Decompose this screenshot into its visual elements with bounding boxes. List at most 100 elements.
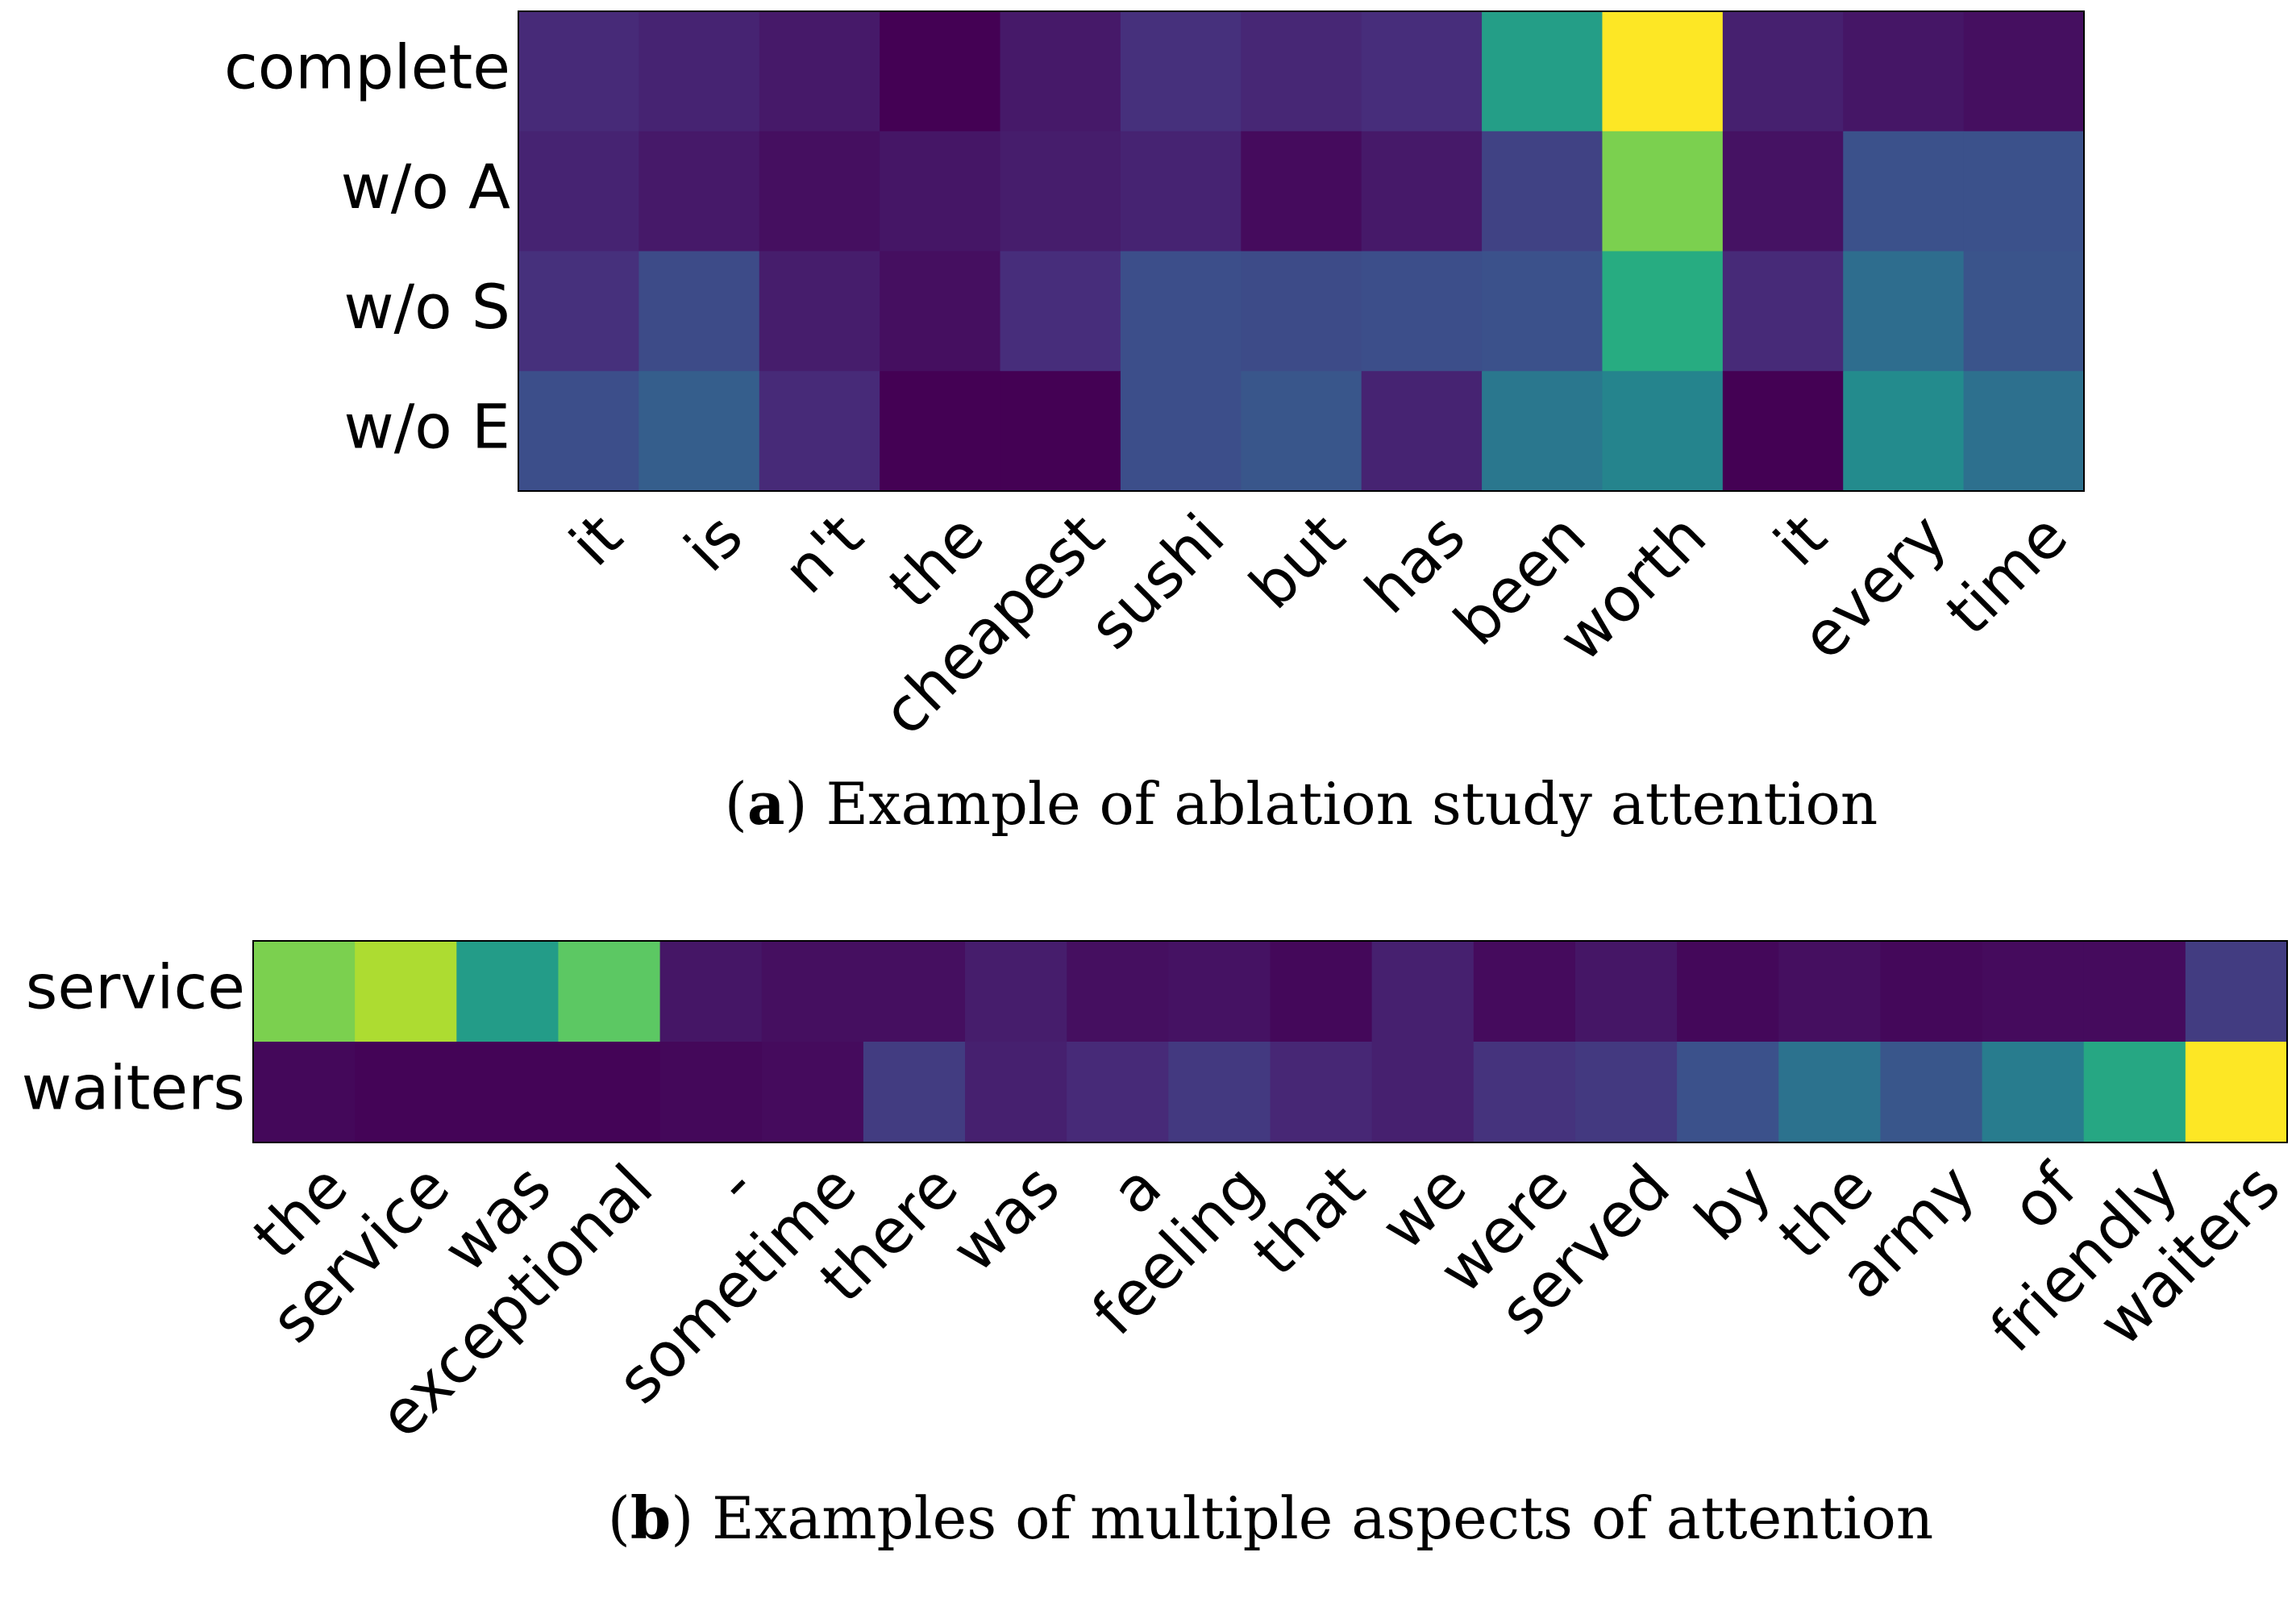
heatmap-cells [518, 11, 2085, 492]
caption-ablation: (a) Example of ablation study attention [725, 769, 1878, 838]
heatmap-cell [1982, 1042, 2085, 1143]
caption-tag: a [747, 769, 785, 838]
column-label: is [671, 500, 756, 585]
heatmap-cell [1880, 1042, 1983, 1143]
heatmap-cell [1067, 941, 1169, 1042]
heatmap-cell [253, 1042, 356, 1143]
heatmap-cell [1270, 941, 1373, 1042]
heatmap-frame [252, 940, 2288, 1143]
heatmap-cell [880, 131, 1001, 252]
heatmap-cell [355, 1042, 457, 1143]
heatmap-cell [456, 1042, 559, 1143]
heatmap-cell [1722, 131, 1844, 252]
heatmap-cell [1843, 131, 1965, 252]
heatmap-cell [1677, 1042, 1779, 1143]
heatmap-cell [1677, 941, 1779, 1042]
heatmap-cell [1000, 251, 1121, 372]
heatmap-cell [1270, 1042, 1373, 1143]
heatmap-cell [253, 941, 356, 1042]
heatmap-cell [1371, 1042, 1475, 1143]
heatmap-cell [1168, 1042, 1271, 1143]
heatmap-cell [863, 1042, 966, 1143]
heatmap-cell [1722, 251, 1844, 372]
heatmap-cell [1000, 371, 1121, 492]
heatmap-cell [863, 941, 966, 1042]
heatmap-cell [1602, 131, 1724, 252]
heatmap-cell [1241, 131, 1362, 252]
heatmap-cell [1482, 11, 1603, 132]
row-labels: service waiters [22, 951, 245, 1123]
row-label: w/o E [344, 391, 510, 463]
heatmap-cell [759, 11, 880, 132]
heatmap-cell [880, 11, 1001, 132]
heatmap-cell [1371, 941, 1475, 1042]
heatmap-cell [518, 11, 639, 132]
heatmap-cell [1361, 371, 1483, 492]
heatmap-cell [965, 1042, 1067, 1143]
heatmap-cell [1574, 1042, 1678, 1143]
heatmap-cell [638, 131, 760, 252]
heatmap-cell [1574, 941, 1678, 1042]
caption-text: ) Example of ablation study attention [785, 770, 1878, 838]
column-label: time [1932, 500, 2081, 648]
heatmap-cell [1067, 1042, 1169, 1143]
heatmap-cell [2185, 941, 2288, 1042]
heatmap-cell [1473, 941, 1576, 1042]
row-label: complete [224, 31, 510, 102]
column-label: by [1681, 1151, 1785, 1255]
caption-prefix: ( [725, 770, 747, 838]
heatmap-cell [518, 251, 639, 372]
caption-multi-aspect: (b) Examples of multiple aspects of atte… [608, 1484, 1933, 1552]
heatmap-cell [659, 1042, 763, 1143]
heatmap-cell [1473, 1042, 1576, 1143]
heatmap-cell [1000, 131, 1121, 252]
column-label: it [556, 500, 636, 580]
heatmap-cell [965, 941, 1067, 1042]
heatmap-cell [518, 131, 639, 252]
heatmap-cell [1602, 371, 1724, 492]
heatmap-cell [558, 1042, 661, 1143]
heatmap-cell [355, 941, 457, 1042]
heatmap-cell [759, 371, 880, 492]
caption-prefix: ( [608, 1484, 630, 1552]
heatmap-cell [761, 941, 864, 1042]
column-label: n't [770, 500, 877, 607]
heatmap-cell [1241, 11, 1362, 132]
column-label: sushi [1075, 500, 1238, 663]
heatmap-cell [1843, 251, 1965, 372]
heatmap-cell [456, 941, 559, 1042]
heatmap-cell [638, 251, 760, 372]
heatmap-cell [1120, 131, 1242, 252]
heatmap-cell [1482, 371, 1603, 492]
heatmap-cell [1241, 251, 1362, 372]
heatmap-cell [1000, 11, 1121, 132]
column-label: that [1239, 1151, 1378, 1289]
heatmap-cell [759, 251, 880, 372]
row-labels: complete w/o A w/o S w/o E [224, 31, 510, 462]
heatmap-cell [1602, 11, 1724, 132]
heatmap-frame [518, 10, 2085, 492]
heatmap-cell [880, 371, 1001, 492]
row-label: waiters [22, 1051, 245, 1123]
heatmap-cell [1778, 941, 1881, 1042]
heatmap-cell [1982, 941, 2085, 1042]
heatmap-cell [1843, 11, 1965, 132]
heatmap-cell [1778, 1042, 1881, 1143]
heatmap-cell [1722, 371, 1844, 492]
caption-tag: b [630, 1484, 671, 1552]
heatmap-cell [518, 371, 639, 492]
heatmap-cell [2083, 1042, 2186, 1143]
heatmap-cell [1168, 941, 1271, 1042]
heatmap-cell [761, 1042, 864, 1143]
heatmap-cell [1602, 251, 1724, 372]
heatmap-cell [2083, 941, 2186, 1042]
heatmap-cell [638, 11, 760, 132]
heatmap-cell [1120, 251, 1242, 372]
heatmap-cell [659, 941, 763, 1042]
heatmap-cell [759, 131, 880, 252]
row-label: service [26, 951, 245, 1022]
column-label: it [1760, 500, 1840, 580]
